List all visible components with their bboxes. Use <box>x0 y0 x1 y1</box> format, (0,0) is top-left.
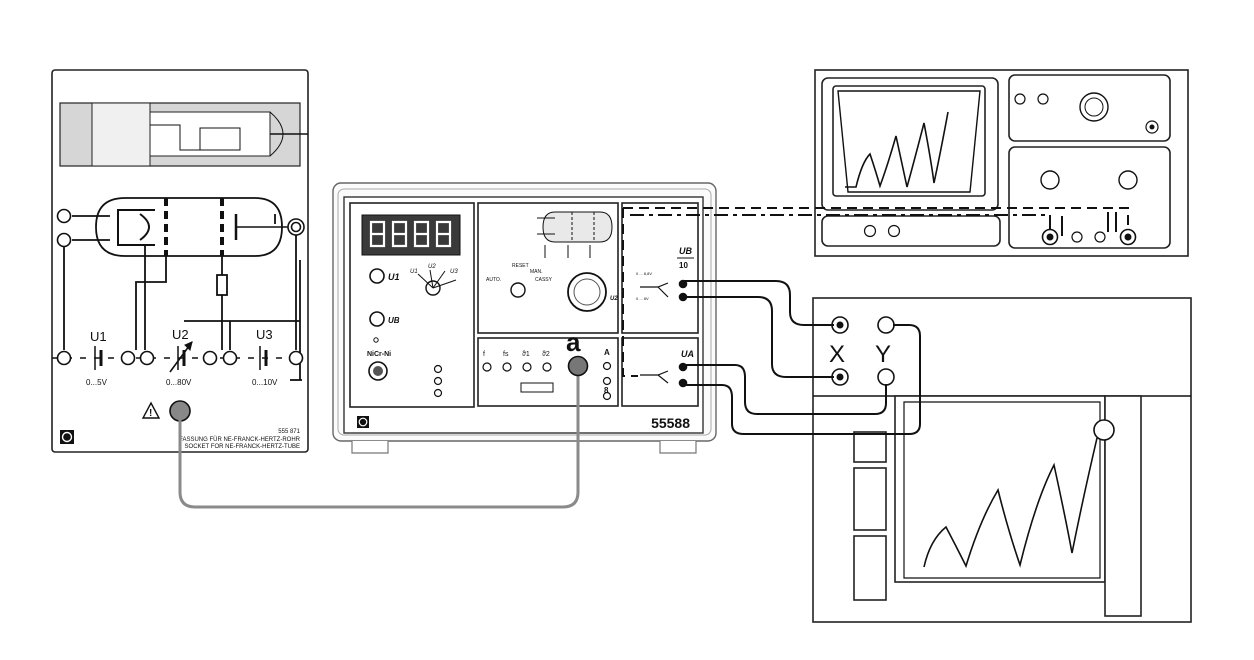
u1-socket-right[interactable] <box>120 350 136 366</box>
caption-de: FASSUNG FÜR NE-FRANCK-HERTZ-ROHR <box>179 436 301 443</box>
u2-label: U2 <box>172 327 189 342</box>
output-jacks-a[interactable] <box>602 361 612 401</box>
s-output-label: 8 <box>604 386 609 395</box>
seven-segment-display <box>361 214 461 256</box>
thermocouple-socket[interactable] <box>368 361 388 381</box>
ua-output-jacks[interactable] <box>678 362 688 388</box>
y-input-label: Y <box>875 341 891 368</box>
data-port[interactable] <box>520 382 554 393</box>
socket-label-theta1: ϑ1 <box>522 351 530 358</box>
ua-output-label: UA <box>681 349 694 359</box>
socket-label-fs: fs <box>503 351 509 358</box>
tube-schematic <box>95 197 290 257</box>
u1-knob[interactable] <box>369 268 385 284</box>
measurement-sockets[interactable] <box>482 362 552 372</box>
range-high-label: 0 ... 8V <box>636 296 649 301</box>
auto-label: AUTO. <box>486 277 501 283</box>
mini-tube-schematic <box>537 211 613 258</box>
output-jacks-left[interactable] <box>433 364 443 398</box>
socket-label-f: f <box>483 351 485 358</box>
caption-en: SOCKET FOR NE-FRANCK-HERTZ-TUBE <box>185 444 300 450</box>
u3-range: 0...10V <box>252 378 278 387</box>
ground-jack-a[interactable] <box>567 355 589 377</box>
scope-channel-2-input[interactable] <box>1119 228 1137 246</box>
x-input-label: X <box>829 341 845 368</box>
nicrni-label: NiCr-Ni <box>367 351 391 358</box>
u2-main-knob[interactable] <box>567 272 607 312</box>
selector-u2-label: U2 <box>428 264 436 270</box>
u1-range: 0...5V <box>86 378 108 387</box>
u3-socket-left[interactable] <box>222 350 238 366</box>
supply-symbols <box>94 341 268 373</box>
ub-output-label: UB <box>679 246 692 256</box>
ub-divider-label: 10 <box>679 261 688 270</box>
recorder-trace <box>923 437 1098 569</box>
scope-trace <box>845 111 949 189</box>
svg-text:!: ! <box>149 408 152 419</box>
cassy-label: CASSY <box>535 277 553 283</box>
u1-label: U1 <box>90 329 107 344</box>
lh-logo-icon <box>357 416 369 428</box>
selector-u3-label: U3 <box>450 269 458 275</box>
selector-u1-label: U1 <box>410 269 418 275</box>
mode-selector-knob[interactable] <box>510 282 526 298</box>
u3-socket-right[interactable] <box>288 350 304 366</box>
socket-wiring <box>52 215 302 381</box>
u2-range: 0...80V <box>166 378 192 387</box>
u2-socket-left[interactable] <box>139 350 155 366</box>
tube-socket-panel: U1 U2 U3 0...5V 0...80V 0...10V ! 555 87… <box>51 69 309 453</box>
xy-recorder: X Y <box>812 297 1192 623</box>
ub-knob[interactable] <box>369 311 385 327</box>
u2-knob-label: U2 <box>610 296 618 302</box>
u2-socket-right[interactable] <box>202 350 218 366</box>
man-label: MAN. <box>530 269 543 275</box>
franck-hertz-control-unit: U1 U1 U2 U3 UB NiCr-Ni <box>332 182 717 454</box>
scope-channel-1-input[interactable] <box>1041 228 1059 246</box>
ub-knob-label: UB <box>388 316 400 325</box>
lh-logo-icon <box>60 430 74 444</box>
part-number: 555 871 <box>278 429 300 435</box>
scope-cables <box>622 207 1129 377</box>
a-output-label: A <box>604 348 610 357</box>
ub-output-jacks[interactable] <box>678 279 688 302</box>
filament-socket-2[interactable] <box>56 232 72 248</box>
model-number: 55588 <box>651 415 690 431</box>
recorder-cables <box>683 280 921 435</box>
ground-cable <box>178 368 580 509</box>
u1-knob-label: U1 <box>388 272 400 282</box>
annotation-a: a <box>566 327 581 357</box>
filament-socket-1[interactable] <box>56 208 72 224</box>
warning-icon: ! <box>141 401 161 419</box>
tube-housing-drawing <box>59 102 308 167</box>
range-low-label: 0 ... 8,8V <box>636 271 652 276</box>
oscilloscope <box>814 69 1189 257</box>
reset-label: RESET <box>512 263 529 269</box>
u3-label: U3 <box>256 327 273 342</box>
u1-socket-left[interactable] <box>56 350 72 366</box>
socket-label-theta2: ϑ2 <box>542 351 550 358</box>
panel-sockets <box>56 208 305 366</box>
